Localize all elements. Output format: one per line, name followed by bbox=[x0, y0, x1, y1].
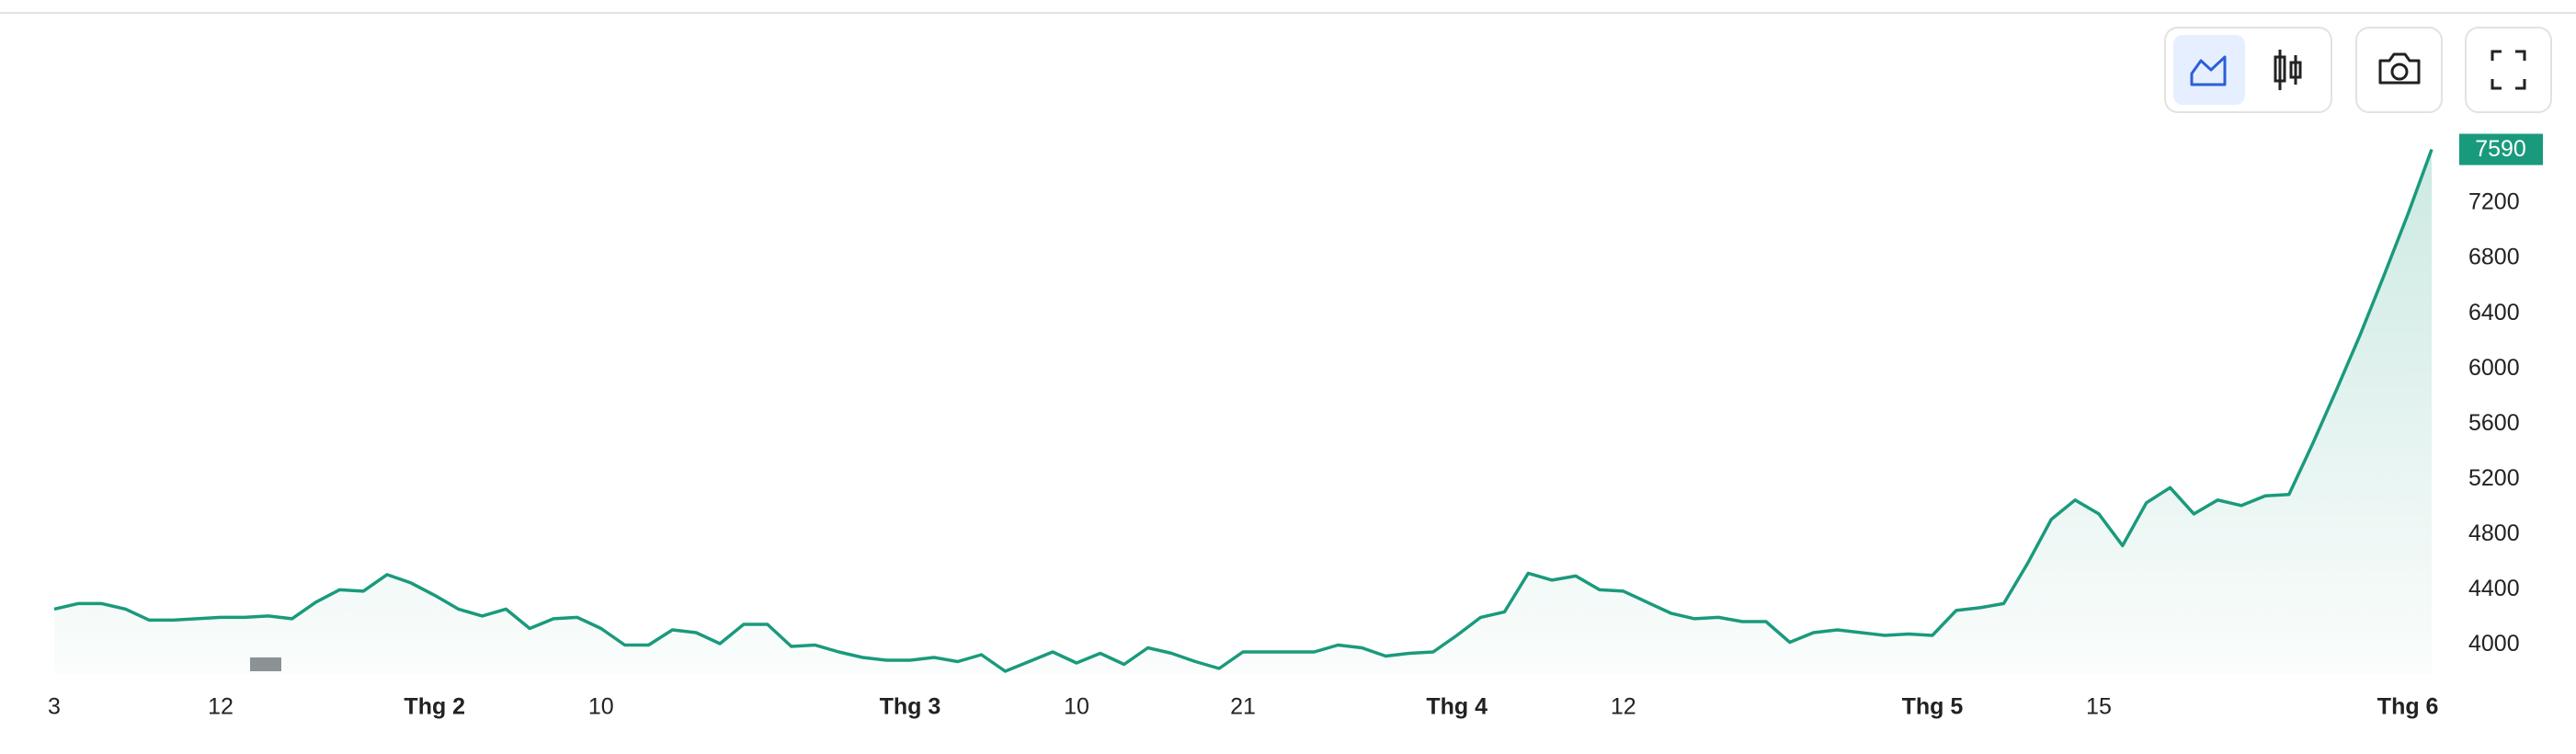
x-tick-label: Thg 2 bbox=[404, 694, 465, 720]
candlestick-button[interactable] bbox=[2274, 50, 2302, 90]
x-tick-label: Thg 6 bbox=[2377, 694, 2439, 720]
x-tick-label: 3 bbox=[48, 694, 61, 720]
x-tick-label: 10 bbox=[588, 694, 614, 720]
y-tick-label: 4800 bbox=[2468, 520, 2520, 546]
y-tick-label: 5200 bbox=[2468, 465, 2520, 491]
y-tick-label: 7200 bbox=[2468, 189, 2520, 215]
x-tick-label: Thg 3 bbox=[880, 694, 941, 720]
y-tick-label: 5600 bbox=[2468, 410, 2520, 436]
x-tick-label: 15 bbox=[2086, 694, 2112, 720]
x-tick-label: 21 bbox=[1230, 694, 1256, 720]
screenshot-button[interactable] bbox=[2355, 27, 2443, 113]
last-value-label: 7590 bbox=[2475, 136, 2526, 162]
x-tick-label: 10 bbox=[1064, 694, 1089, 720]
y-tick-label: 4400 bbox=[2468, 576, 2520, 601]
x-tick-label: Thg 4 bbox=[1426, 694, 1487, 720]
fullscreen-button[interactable] bbox=[2465, 27, 2552, 113]
area-fill bbox=[54, 149, 2432, 674]
camera-icon bbox=[2378, 52, 2421, 85]
x-tick-label: 12 bbox=[1611, 694, 1636, 720]
price-line bbox=[53, 148, 2434, 673]
fullscreen-icon bbox=[2491, 50, 2526, 90]
last-value-badge bbox=[2459, 133, 2543, 166]
y-tick-label: 6400 bbox=[2468, 300, 2520, 326]
y-tick-label: 6800 bbox=[2468, 245, 2520, 270]
line-chart-icon bbox=[2190, 55, 2227, 86]
x-tick-label: Thg 5 bbox=[1902, 694, 1964, 720]
y-tick-label: 6000 bbox=[2468, 355, 2520, 381]
y-tick-label: 4000 bbox=[2468, 631, 2520, 657]
x-tick-label: 12 bbox=[208, 694, 234, 720]
